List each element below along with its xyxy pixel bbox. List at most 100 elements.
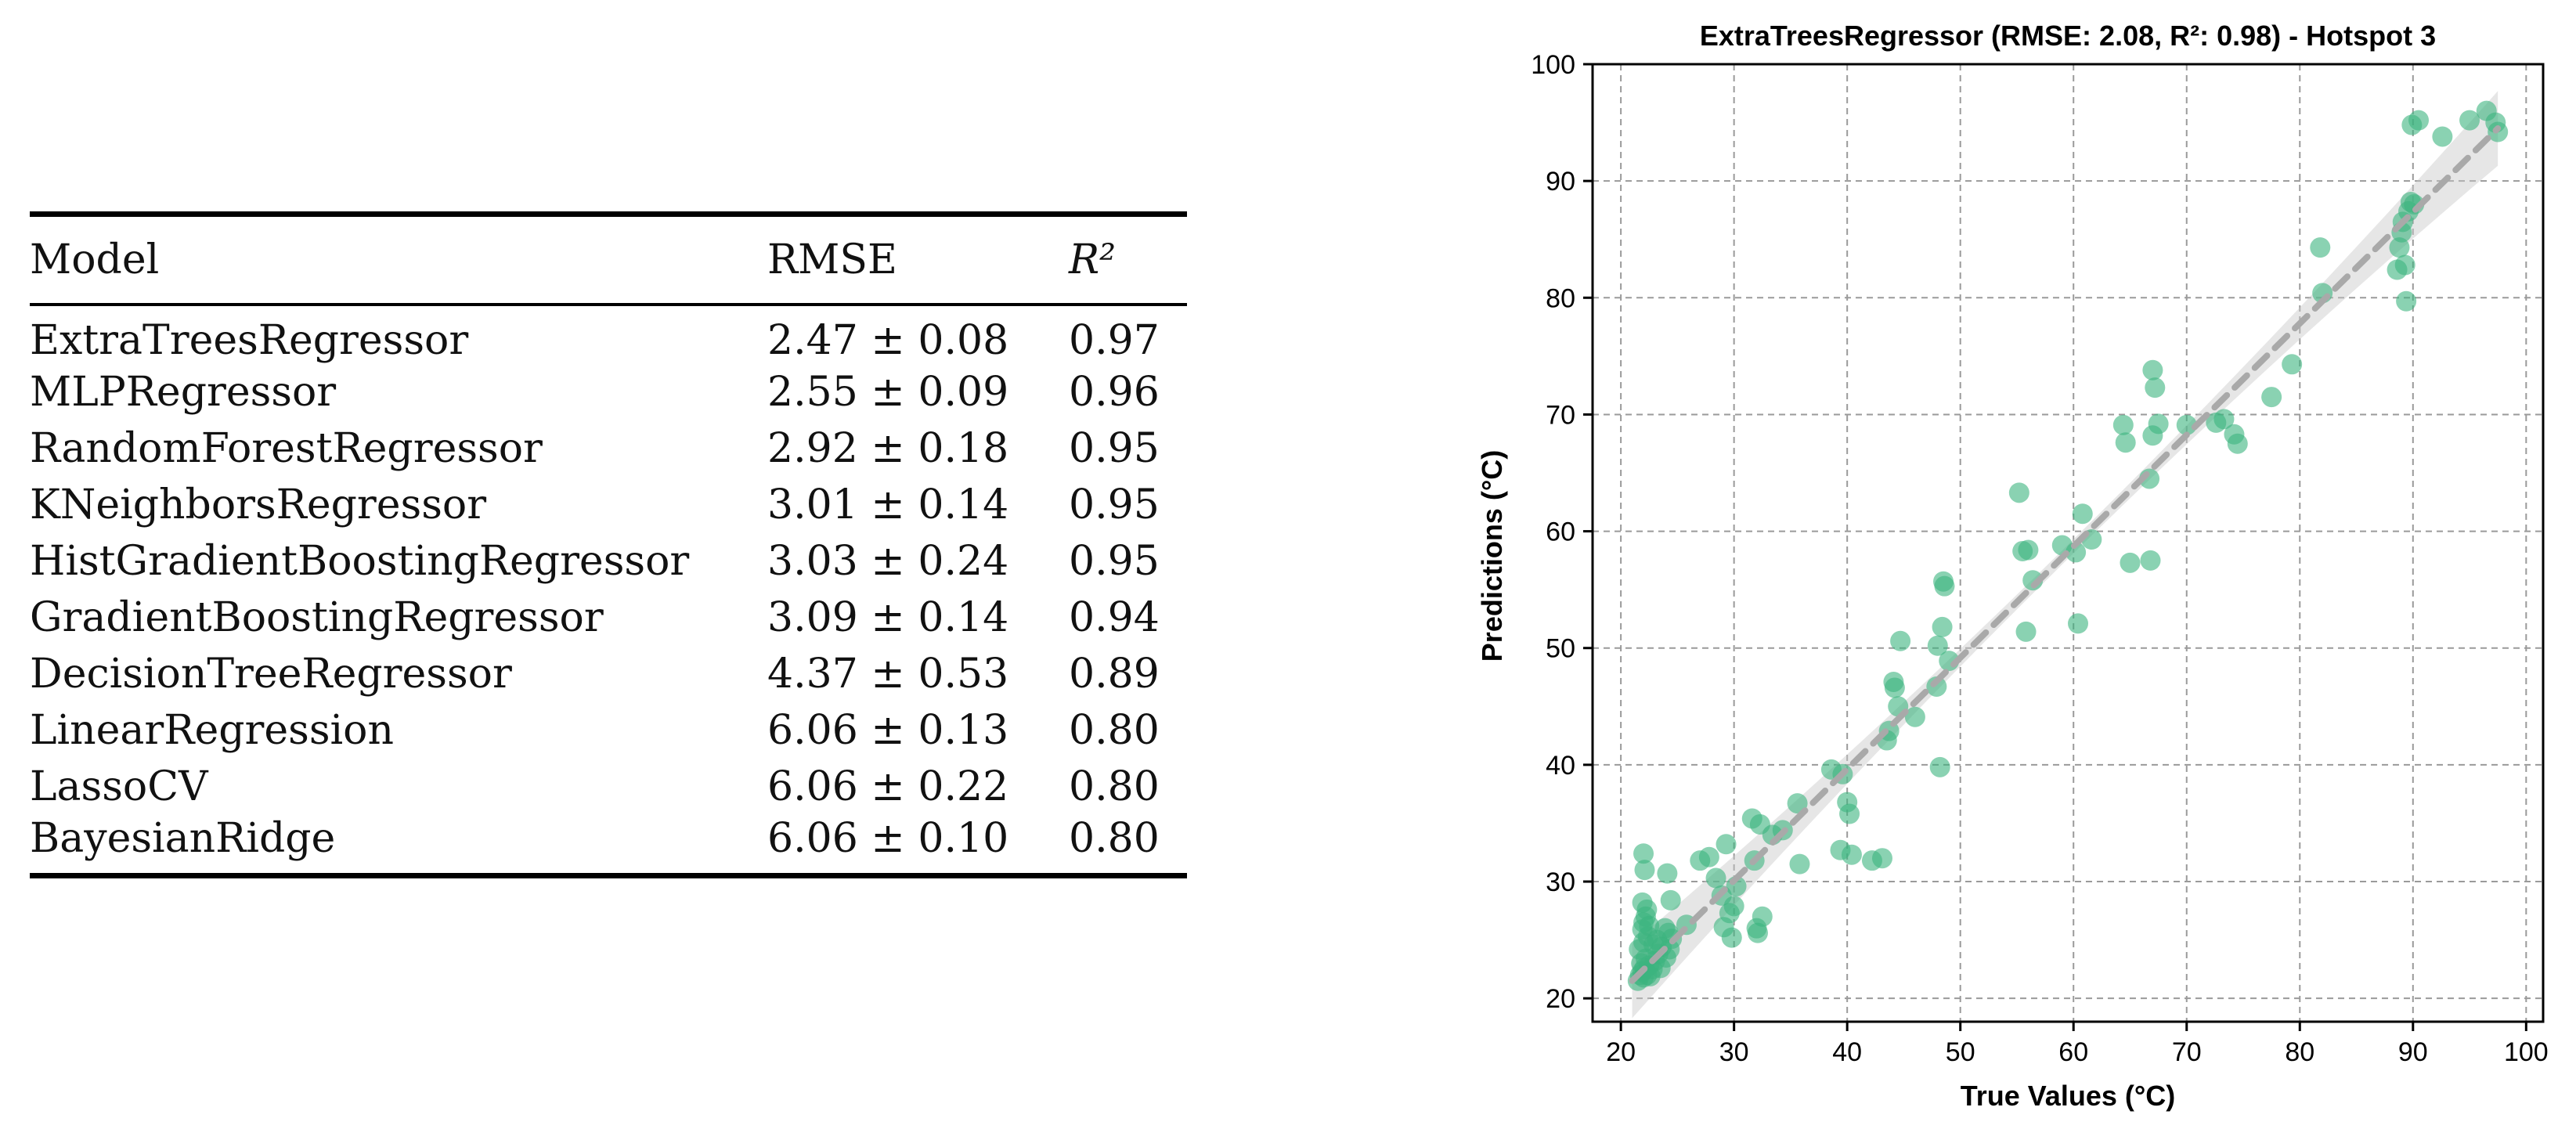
data-point [1904, 706, 1925, 727]
cell-r2: 0.95 [1069, 425, 1160, 472]
data-point [1723, 896, 1744, 917]
cell-rmse: 3.01 ± 0.14 [767, 481, 1009, 528]
x-tick-label: 90 [2398, 1037, 2428, 1067]
axis-ticks: 20 30 40 50 60 70 80 90 100 20 30 40 50 60 70 80 90 100 [1531, 50, 2548, 1067]
x-tick-label: 80 [2285, 1037, 2314, 1067]
data-point [2282, 354, 2303, 375]
data-point [1789, 853, 1810, 875]
data-point [2142, 359, 2163, 380]
data-point [1650, 957, 1671, 979]
x-tick-label: 30 [1719, 1037, 1749, 1067]
table-row: GradientBoostingRegressor 3.09 ± 0.14 0.… [30, 590, 1187, 646]
cell-r2: 0.80 [1069, 763, 1160, 810]
table-row: LassoCV 6.06 ± 0.22 0.80 [30, 759, 1187, 815]
data-point [1632, 892, 1653, 913]
data-point [2213, 409, 2235, 430]
data-point [1929, 756, 1950, 777]
cell-r2: 0.95 [1069, 481, 1160, 528]
data-point [1871, 848, 1892, 869]
cell-rmse: 2.47 ± 0.08 [767, 317, 1009, 364]
data-point [2148, 413, 2169, 435]
data-point [1884, 677, 1905, 698]
fit-line [1629, 125, 2502, 984]
data-point [2018, 539, 2039, 561]
cell-model: LassoCV [30, 763, 208, 810]
y-tick-label: 20 [1546, 984, 1575, 1014]
cell-model: KNeighborsRegressor [30, 481, 487, 528]
y-axis-label: Predictions (°C) [1476, 450, 1508, 662]
cell-r2: 0.95 [1069, 538, 1160, 585]
cell-rmse: 6.06 ± 0.13 [767, 707, 1009, 754]
cell-r2: 0.97 [1069, 317, 1160, 364]
data-point [2140, 550, 2161, 571]
data-point [1932, 616, 1953, 637]
data-point [1752, 906, 1773, 927]
x-tick-label: 40 [1832, 1037, 1862, 1067]
header-model: Model [30, 236, 160, 283]
data-point [2015, 621, 2037, 642]
cell-model: GradientBoostingRegressor [30, 594, 604, 641]
table-row: RandomForestRegressor 2.92 ± 0.18 0.95 [30, 420, 1187, 477]
data-point [1639, 915, 1660, 936]
y-tick-label: 50 [1546, 634, 1575, 664]
data-point [2227, 433, 2248, 454]
results-table: Model RMSE R² ExtraTreesRegressor 2.47 ±… [30, 211, 1187, 878]
cell-rmse: 2.92 ± 0.18 [767, 425, 1009, 472]
data-point [2072, 503, 2093, 525]
header-r2: R² [1069, 236, 1116, 283]
cell-r2: 0.94 [1069, 594, 1160, 641]
data-point [2176, 414, 2197, 435]
table-row: HistGradientBoostingRegressor 3.03 ± 0.2… [30, 533, 1187, 590]
data-point [2068, 613, 2089, 634]
cell-rmse: 4.37 ± 0.53 [767, 651, 1009, 698]
y-tick-label: 30 [1546, 867, 1575, 897]
data-point [2396, 290, 2417, 312]
x-tick-label: 20 [1606, 1037, 1636, 1067]
data-point [2115, 432, 2136, 453]
data-point [1927, 635, 1948, 656]
cell-model: ExtraTreesRegressor [30, 317, 469, 364]
x-tick-label: 60 [2058, 1037, 2088, 1067]
data-point [1643, 934, 1665, 955]
cell-r2: 0.80 [1069, 707, 1160, 754]
data-point [2008, 482, 2029, 503]
data-point [2408, 110, 2430, 131]
cell-rmse: 6.06 ± 0.22 [767, 763, 1009, 810]
table-row: DecisionTreeRegressor 4.37 ± 0.53 0.89 [30, 646, 1187, 702]
cell-model: MLPRegressor [30, 369, 337, 416]
data-point [2261, 387, 2282, 408]
plot-frame [1591, 63, 2545, 1023]
x-tick-label: 70 [2172, 1037, 2202, 1067]
x-tick-label: 100 [2504, 1037, 2549, 1067]
chart-title: ExtraTreesRegressor (RMSE: 2.08, R²: 0.9… [1700, 20, 2436, 52]
data-point [1926, 676, 1947, 697]
data-point [1634, 860, 1655, 881]
data-point [1698, 846, 1719, 867]
data-point [2389, 237, 2410, 258]
data-point [1721, 927, 1742, 948]
data-point [1654, 918, 1676, 939]
data-point [1787, 793, 1808, 814]
fit-line-path [1629, 125, 2502, 984]
cell-model: DecisionTreeRegressor [30, 651, 512, 698]
table-row: MLPRegressor 2.55 ± 0.09 0.96 [30, 364, 1187, 420]
x-axis-label: True Values (°C) [1961, 1080, 2175, 1112]
y-tick-label: 80 [1546, 283, 1575, 313]
cell-r2: 0.80 [1069, 815, 1160, 862]
data-point [1660, 889, 1681, 911]
data-point [1633, 843, 1654, 864]
plot-border [1591, 63, 2545, 1023]
table-row: ExtraTreesRegressor 2.47 ± 0.08 0.97 [30, 305, 1187, 364]
x-tick-label: 50 [1946, 1037, 1975, 1067]
y-tick-label: 100 [1531, 50, 1575, 80]
data-point [2394, 254, 2415, 276]
cell-r2: 0.89 [1069, 651, 1160, 698]
cell-rmse: 6.06 ± 0.10 [767, 815, 1009, 862]
data-point [2120, 552, 2141, 573]
data-point [1716, 834, 1737, 855]
y-tick-label: 90 [1546, 167, 1575, 197]
data-point [2145, 377, 2166, 399]
cell-rmse: 3.09 ± 0.14 [767, 594, 1009, 641]
data-point [1890, 630, 1911, 651]
